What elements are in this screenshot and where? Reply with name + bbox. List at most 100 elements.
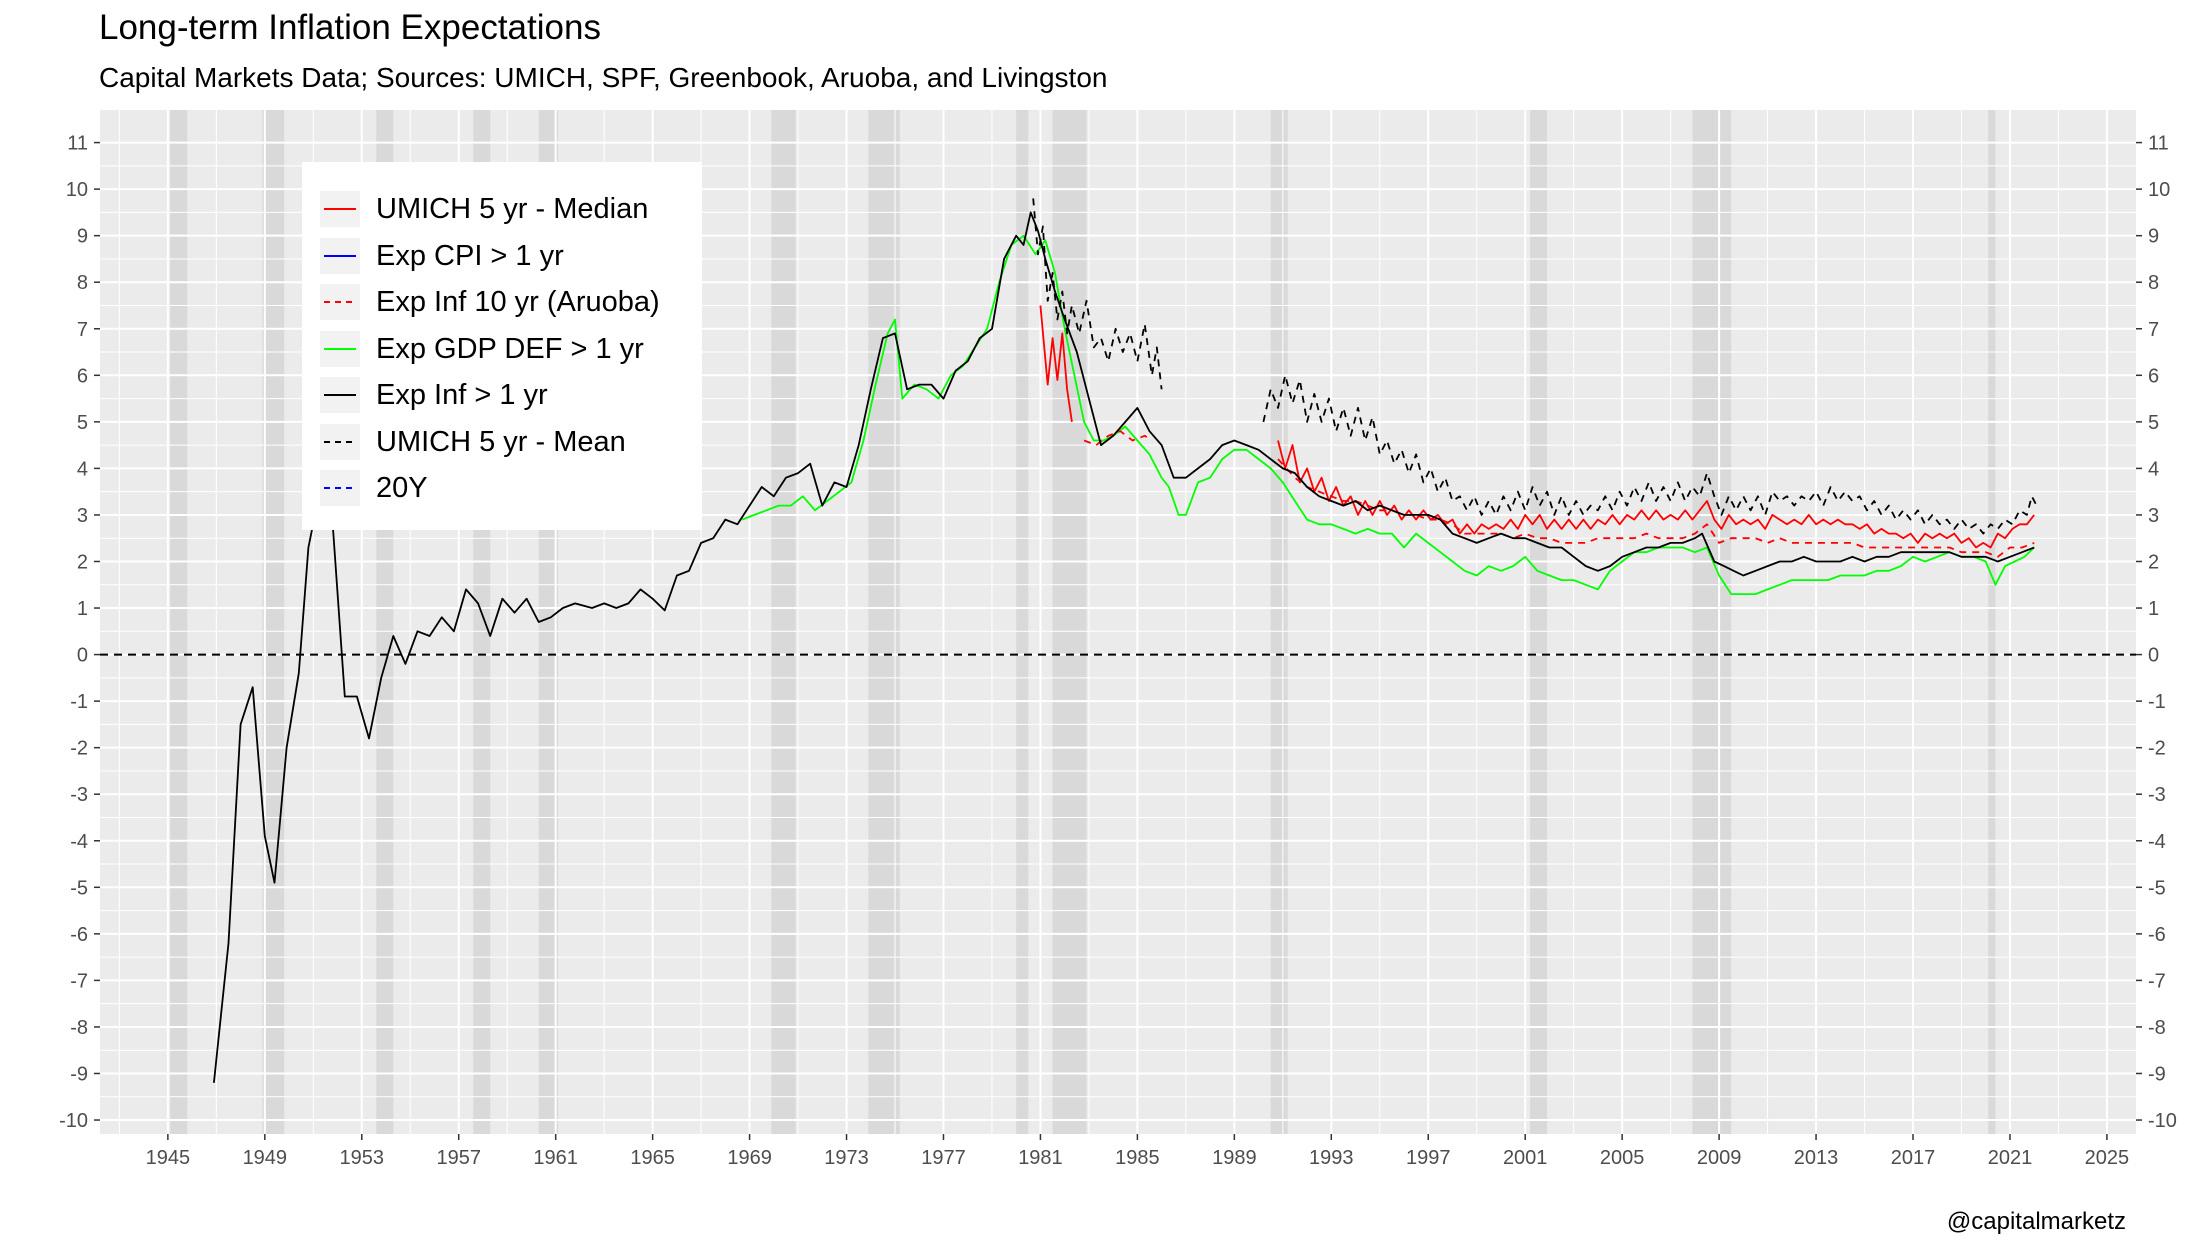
x-tick-label: 1961 — [533, 1147, 578, 1169]
legend-key-20y — [320, 470, 360, 506]
y-tick-label-right: -9 — [2148, 1063, 2166, 1085]
series-line-exp-inf-10-yr-aruoba — [1083, 430, 1153, 446]
x-tick-label: 1953 — [340, 1147, 385, 1169]
series-lines — [213, 198, 2038, 1083]
legend-item-exp-inf-10-yr-aruoba: Exp Inf 10 yr (Aruoba) — [320, 279, 700, 325]
y-tick-label-right: -4 — [2148, 831, 2166, 853]
x-tick-label: 1957 — [436, 1147, 481, 1169]
legend-label: Exp CPI > 1 yr — [376, 239, 564, 272]
recession-band — [1016, 110, 1029, 1134]
recession-band — [771, 110, 796, 1134]
y-tick-label-right: 3 — [2148, 505, 2159, 527]
legend-key-exp-cpi-1-yr — [320, 237, 360, 274]
y-tick-label-right: -3 — [2148, 784, 2166, 806]
legend-label: Exp Inf 10 yr (Aruoba) — [376, 286, 660, 318]
y-tick-label-left: -5 — [70, 877, 88, 899]
y-tick-label-left: -1 — [70, 691, 88, 713]
legend-label: Exp Inf > 1 yr — [376, 379, 548, 411]
legend-item-exp-cpi-1-yr: Exp CPI > 1 yr — [320, 233, 700, 279]
y-tick-label-right: 4 — [2148, 458, 2159, 480]
y-tick-label-right: 9 — [2148, 226, 2159, 248]
x-tick-label: 1945 — [146, 1147, 191, 1169]
series-line-umich-5-yr-median — [1277, 440, 2035, 549]
y-tick-label-left: 9 — [77, 226, 88, 248]
y-tick-label-left: 7 — [77, 319, 88, 341]
recession-band — [1692, 110, 1732, 1134]
x-tick-label: 1973 — [824, 1147, 869, 1169]
y-tick-label-left: -9 — [70, 1063, 88, 1085]
y-tick-label-right: -5 — [2148, 877, 2166, 899]
y-tick-label-left: 11 — [67, 133, 88, 155]
y-tick-label-left: 6 — [77, 365, 88, 387]
x-tick-label: 1989 — [1212, 1147, 1257, 1169]
series-line-umich-5-yr-mean — [1262, 374, 2038, 535]
y-tick-label-left: -2 — [70, 738, 88, 760]
series-line-umich-5-yr-mean — [1032, 198, 1163, 390]
legend-key-exp-inf-1-yr — [320, 377, 360, 413]
y-tick-label-right: -1 — [2148, 691, 2166, 713]
y-tick-label-right: -6 — [2148, 924, 2166, 946]
x-tick-label: 2025 — [2085, 1147, 2130, 1169]
y-tick-label-right: 8 — [2148, 272, 2159, 294]
legend-item-umich-5-yr-median: UMICH 5 yr - Median — [320, 186, 700, 232]
x-tick-label: 1965 — [630, 1147, 675, 1169]
y-tick-label-right: 1 — [2148, 598, 2159, 620]
chart-caption: @capitalmarketz — [1946, 1208, 2126, 1235]
recession-band — [1052, 110, 1087, 1134]
x-tick-label: 1997 — [1406, 1147, 1451, 1169]
y-tick-label-left: 3 — [77, 505, 88, 527]
y-tick-label-left: -4 — [70, 831, 88, 853]
series-line-umich-5-yr-median — [1039, 305, 1073, 423]
legend-label: UMICH 5 yr - Mean — [376, 425, 626, 458]
y-tick-label-left: -8 — [70, 1017, 88, 1039]
y-tick-label-left: 2 — [77, 551, 88, 573]
y-tick-label-right: 6 — [2148, 365, 2159, 387]
x-tick-label: 2009 — [1697, 1147, 1742, 1169]
y-tick-label-right: 11 — [2148, 133, 2169, 155]
chart-title: Long-term Inflation Expectations — [99, 8, 601, 47]
legend-item-umich-5-yr-mean: UMICH 5 yr - Mean — [320, 419, 700, 465]
legend-label: UMICH 5 yr - Median — [376, 193, 649, 225]
chart-subtitle: Capital Markets Data; Sources: UMICH, SP… — [99, 62, 1108, 93]
series-line-exp-inf-1-yr — [213, 211, 2035, 1083]
legend-item-exp-gdp-def-1-yr: Exp GDP DEF > 1 yr — [320, 326, 700, 372]
legend-item-20y: 20Y — [320, 465, 700, 511]
y-tick-label-left: 4 — [77, 458, 88, 480]
x-tick-label: 1993 — [1309, 1147, 1354, 1169]
y-tick-label-left: -6 — [70, 924, 88, 946]
recession-band — [1530, 110, 1548, 1134]
y-tick-label-right: -2 — [2148, 738, 2166, 760]
legend-label: 20Y — [376, 472, 428, 504]
legend-key-exp-gdp-def-1-yr — [320, 330, 360, 367]
y-tick-label-right: 5 — [2148, 412, 2159, 434]
recession-band — [262, 110, 285, 1134]
recession-band — [170, 110, 188, 1134]
y-tick-label-right: -10 — [2148, 1110, 2177, 1132]
legend-item-exp-inf-1-yr: Exp Inf > 1 yr — [320, 372, 700, 418]
y-tick-label-left: -7 — [70, 970, 88, 992]
legend-key-umich-5-yr-mean — [320, 423, 360, 460]
recession-band — [1988, 110, 1996, 1134]
axes: -10 -10-9 -9-8 -8-7 -7-6 -6-5 -5-4 -4-3 -3-2 -2-1… — [59, 133, 2177, 1169]
x-tick-label: 1977 — [921, 1147, 966, 1169]
y-tick-label-left: 0 — [77, 645, 88, 667]
legend-label: Exp GDP DEF > 1 yr — [376, 332, 644, 365]
legend: UMICH 5 yr - Median Exp CPI > 1 yr Exp Inf… — [302, 162, 702, 530]
x-tick-label: 1985 — [1115, 1147, 1160, 1169]
y-tick-label-left: 5 — [77, 412, 88, 434]
y-tick-label-right: 7 — [2148, 319, 2159, 341]
x-tick-label: 2021 — [1988, 1147, 2033, 1169]
recession-band — [1270, 110, 1288, 1134]
legend-key-exp-inf-10-yr-aruoba — [320, 284, 360, 320]
x-tick-label: 2001 — [1503, 1147, 1548, 1169]
y-tick-label-right: -7 — [2148, 970, 2166, 992]
x-tick-label: 2013 — [1794, 1147, 1839, 1169]
x-tick-label: 1949 — [243, 1147, 288, 1169]
y-tick-label-right: 10 — [2148, 179, 2170, 201]
x-tick-label: 1969 — [727, 1147, 772, 1169]
y-tick-label-left: 8 — [77, 272, 88, 294]
x-tick-label: 1981 — [1018, 1147, 1063, 1169]
y-tick-label-left: 1 — [77, 598, 88, 620]
y-tick-label-right: -8 — [2148, 1017, 2166, 1039]
y-tick-label-left: 10 — [66, 179, 88, 201]
